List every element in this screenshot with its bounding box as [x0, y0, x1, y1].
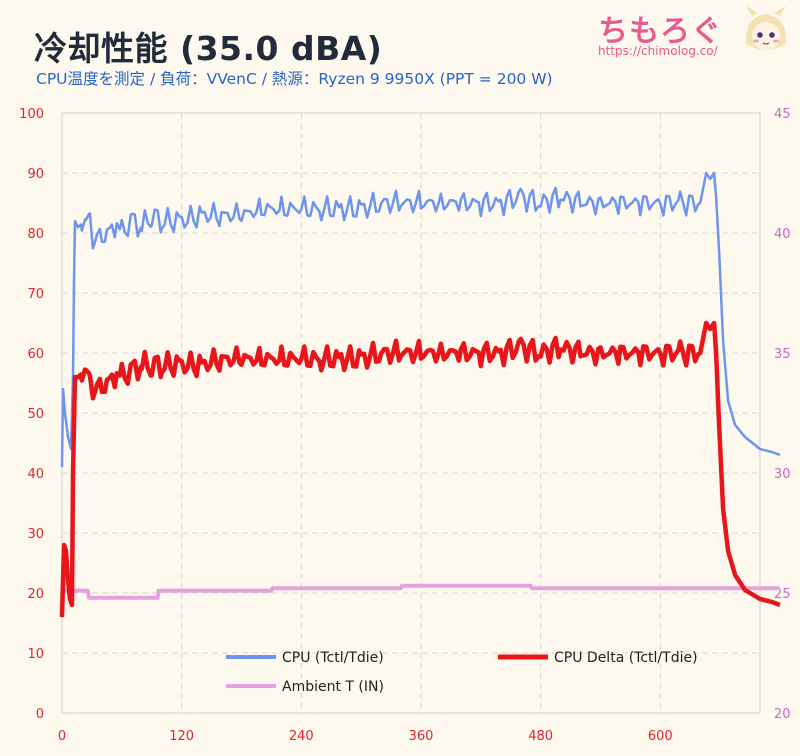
- y-left-tick-label: 70: [27, 287, 44, 302]
- y-right-tick-label: 25: [774, 587, 791, 602]
- mascot-icon: [745, 6, 787, 50]
- series-line: [62, 583, 780, 600]
- legend-label: Ambient T (IN): [282, 679, 384, 695]
- y-left-tick-label: 50: [27, 407, 44, 422]
- y-left-tick-label: 30: [27, 527, 44, 542]
- y-right-tick-label: 35: [774, 347, 791, 362]
- x-tick-label: 480: [528, 729, 553, 744]
- legend-label: CPU Delta (Tctl/Tdie): [554, 650, 698, 666]
- y-right-tick-label: 40: [774, 227, 791, 242]
- x-tick-label: 600: [648, 729, 673, 744]
- y-left-tick-label: 40: [27, 467, 44, 482]
- logo-url: https://chimolog.co/: [598, 44, 718, 58]
- x-tick-label: 360: [409, 729, 434, 744]
- x-tick-label: 120: [169, 729, 194, 744]
- right-axis-ticks: 20 25 30 35 40 45: [774, 107, 791, 722]
- legend: CPU (Tctl/Tdie) CPU Delta (Tctl/Tdie) Ambi…: [226, 650, 698, 695]
- x-axis-ticks: 0 120 240 360 480 600: [58, 729, 673, 744]
- y-right-tick-label: 30: [774, 467, 791, 482]
- x-tick-label: 240: [289, 729, 314, 744]
- y-left-tick-label: 60: [27, 347, 44, 362]
- chart-subtitle: CPU温度を測定 / 負荷：VVenC / 熱源：Ryzen 9 9950X (…: [36, 70, 553, 88]
- left-axis-ticks: 0 10 20 30 40 50 60 70 80 90 100: [19, 107, 44, 722]
- logo-text: ちもろぐ: [598, 14, 722, 49]
- y-left-tick-label: 80: [27, 227, 44, 242]
- y-left-tick-label: 90: [27, 167, 44, 182]
- y-left-tick-label: 10: [27, 647, 44, 662]
- legend-label: CPU (Tctl/Tdie): [282, 650, 384, 666]
- x-tick-label: 0: [58, 729, 66, 744]
- y-right-tick-label: 45: [774, 107, 791, 122]
- y-left-tick-label: 20: [27, 587, 44, 602]
- series-lines: [59, 171, 781, 618]
- chart-title: 冷却性能 (35.0 dBA): [34, 29, 383, 68]
- y-left-tick-label: 0: [36, 707, 44, 722]
- y-left-tick-label: 100: [19, 107, 44, 122]
- site-logo[interactable]: ちもろぐ https://chimolog.co/: [598, 4, 798, 62]
- series-line: [60, 171, 781, 468]
- series-line: [59, 320, 781, 618]
- y-right-tick-label: 20: [774, 707, 791, 722]
